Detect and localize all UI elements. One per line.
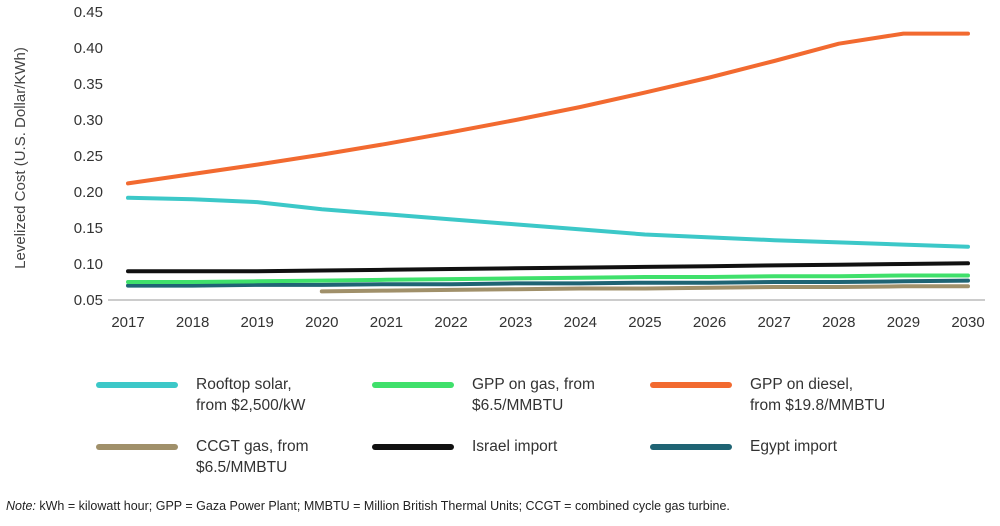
series-line-2 bbox=[126, 31, 970, 186]
series-lines bbox=[126, 31, 970, 294]
y-tick-label: 0.35 bbox=[74, 76, 103, 93]
legend: Rooftop solar, from $2,500/kW GPP on gas,… bbox=[0, 370, 1000, 480]
series-line-1 bbox=[126, 273, 970, 284]
x-tick-label: 2018 bbox=[176, 314, 209, 331]
y-tick-label: 0.15 bbox=[74, 220, 103, 237]
footnote: Note: kWh = kilowatt hour; GPP = Gaza Po… bbox=[6, 499, 730, 513]
y-tick-label: 0.30 bbox=[74, 112, 103, 129]
series-line-4 bbox=[126, 261, 970, 274]
legend-label: Israel import bbox=[472, 438, 558, 455]
legend-item: GPP on diesel, from $19.8/MMBTU bbox=[650, 374, 940, 416]
x-tick-label: 2028 bbox=[822, 314, 855, 331]
x-tick-label: 2027 bbox=[757, 314, 790, 331]
legend-label: CCGT gas, from $6.5/MMBTU bbox=[196, 438, 309, 476]
legend-label: GPP on diesel, from $19.8/MMBTU bbox=[750, 376, 886, 414]
x-tick-label: 2017 bbox=[111, 314, 144, 331]
legend-swatch bbox=[372, 444, 454, 450]
x-tick-label: 2024 bbox=[564, 314, 597, 331]
x-axis-ticks: 2017 2018 2019 2020 2021 2022 2023 2024 2025 2026… bbox=[111, 314, 984, 331]
y-tick-label: 0.20 bbox=[74, 184, 103, 201]
footnote-text: kWh = kilowatt hour; GPP = Gaza Power Pl… bbox=[35, 499, 730, 513]
legend-item: Egypt import bbox=[650, 436, 940, 457]
y-tick-label: 0.25 bbox=[74, 148, 103, 165]
x-tick-label: 2030 bbox=[951, 314, 984, 331]
legend-item: GPP on gas, from $6.5/MMBTU bbox=[372, 374, 662, 416]
x-tick-label: 2029 bbox=[887, 314, 920, 331]
legend-item: CCGT gas, from $6.5/MMBTU bbox=[96, 436, 386, 478]
y-tick-label: 0.40 bbox=[74, 40, 103, 57]
x-tick-label: 2021 bbox=[370, 314, 403, 331]
series-line-3 bbox=[319, 284, 970, 294]
x-tick-label: 2019 bbox=[241, 314, 274, 331]
legend-swatch bbox=[650, 382, 732, 388]
y-axis-ticks: 0.05 0.10 0.15 0.20 0.25 0.30 0.35 0.40 0.45 bbox=[74, 4, 103, 309]
x-tick-label: 2022 bbox=[434, 314, 467, 331]
y-tick-label: 0.05 bbox=[74, 292, 103, 309]
series-line-5 bbox=[126, 278, 970, 288]
legend-label: Rooftop solar, from $2,500/kW bbox=[196, 376, 306, 414]
x-tick-label: 2020 bbox=[305, 314, 338, 331]
line-chart: 0.05 0.10 0.15 0.20 0.25 0.30 0.35 0.40 0.45 201… bbox=[12, 4, 985, 331]
x-tick-label: 2026 bbox=[693, 314, 726, 331]
legend-swatch bbox=[96, 444, 178, 450]
series-line-0 bbox=[126, 195, 970, 249]
legend-swatch bbox=[372, 382, 454, 388]
x-tick-label: 2025 bbox=[628, 314, 661, 331]
legend-swatch bbox=[96, 382, 178, 388]
legend-label: GPP on gas, from $6.5/MMBTU bbox=[472, 376, 595, 414]
y-tick-label: 0.10 bbox=[74, 256, 103, 273]
legend-label: Egypt import bbox=[750, 438, 838, 455]
legend-item: Israel import bbox=[372, 436, 662, 457]
x-tick-label: 2023 bbox=[499, 314, 532, 331]
legend-item: Rooftop solar, from $2,500/kW bbox=[96, 374, 386, 416]
y-tick-label: 0.45 bbox=[74, 4, 103, 21]
footnote-prefix: Note: bbox=[6, 499, 36, 513]
y-axis-title: Levelized Cost (U.S. Dollar/KWh) bbox=[12, 47, 29, 269]
legend-swatch bbox=[650, 444, 732, 450]
